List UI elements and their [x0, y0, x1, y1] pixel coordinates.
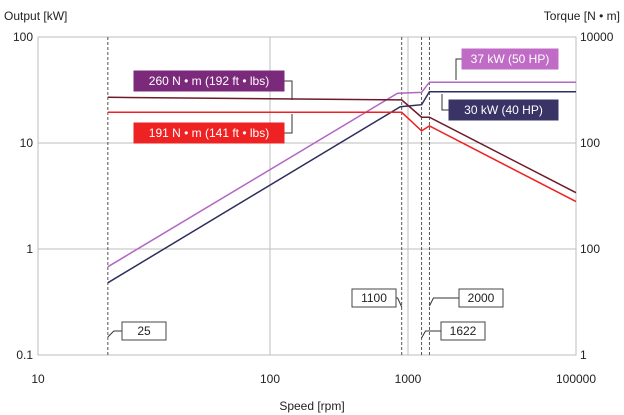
- x-axis-label: Speed [rpm]: [279, 399, 344, 413]
- y-tick-label-right: 10000: [580, 30, 614, 44]
- output-30kw-label: 30 kW (40 HP): [464, 103, 543, 117]
- torque-191-label: 191 N • m (141 ft • lbs): [149, 126, 269, 140]
- callout-leaders: [107, 58, 462, 339]
- y-tick-label-left: 0.1: [16, 348, 33, 362]
- speed-marker-label: 2000: [468, 291, 495, 305]
- torque-260-label: 260 N • m (192 ft • lbs): [149, 74, 269, 88]
- tick-labels: 10 100 1000 100000 100 10 1 0.1 10000 100 100 1: [13, 30, 614, 386]
- grid: [37, 36, 577, 356]
- y-axis-label-right: Torque [N • m]: [544, 9, 620, 23]
- speed-marker-label-box: [440, 321, 486, 341]
- speed-marker-label: 25: [137, 324, 151, 338]
- value-labels: 25 1100 1622 2000 260 N • m (192 ft • lbs) 19…: [121, 48, 559, 341]
- x-tick-label: 10: [31, 372, 45, 386]
- x-tick-label: 100000: [556, 372, 596, 386]
- callout-leader: [428, 297, 459, 307]
- callout-leader: [441, 94, 449, 111]
- output-30kw-label-box: [448, 99, 559, 121]
- output-37kw-label: 37 kW (50 HP): [471, 52, 550, 66]
- y-tick-label-right: 100: [580, 242, 600, 256]
- y-tick-label-right: 1: [580, 348, 587, 362]
- speed-marker-label-box: [121, 321, 167, 341]
- speed-marker-label-box: [458, 288, 504, 308]
- y-tick-label-right: 100: [580, 136, 600, 150]
- callout-leader: [107, 330, 122, 338]
- reference-lines: [107, 37, 430, 355]
- output-37kw-label-box: [461, 48, 559, 70]
- series-lines: [107, 81, 577, 284]
- speed-marker-label: 1622: [450, 324, 477, 338]
- callout-leader: [396, 297, 403, 308]
- torque-191-label-box: [133, 122, 285, 144]
- x-tick-label: 1000: [395, 372, 422, 386]
- callout-leader: [421, 330, 441, 339]
- callout-leader: [284, 114, 293, 134]
- y-tick-label-left: 1: [26, 242, 33, 256]
- speed-marker-label: 1100: [361, 291, 387, 305]
- callout-leader: [284, 80, 293, 100]
- speed-marker-label-box: [351, 288, 397, 308]
- series-line: [107, 90, 576, 284]
- series-line: [107, 81, 576, 268]
- y-tick-label-left: 100: [13, 30, 33, 44]
- series-line: [107, 96, 577, 194]
- y-axis-label-left: Output [kW]: [4, 9, 67, 23]
- y-tick-label-left: 10: [20, 136, 34, 150]
- plot-area-frame: [37, 36, 577, 356]
- x-tick-label: 100: [260, 372, 280, 386]
- callout-leader: [455, 58, 462, 80]
- series-line: [107, 111, 577, 203]
- torque-260-label-box: [133, 70, 285, 92]
